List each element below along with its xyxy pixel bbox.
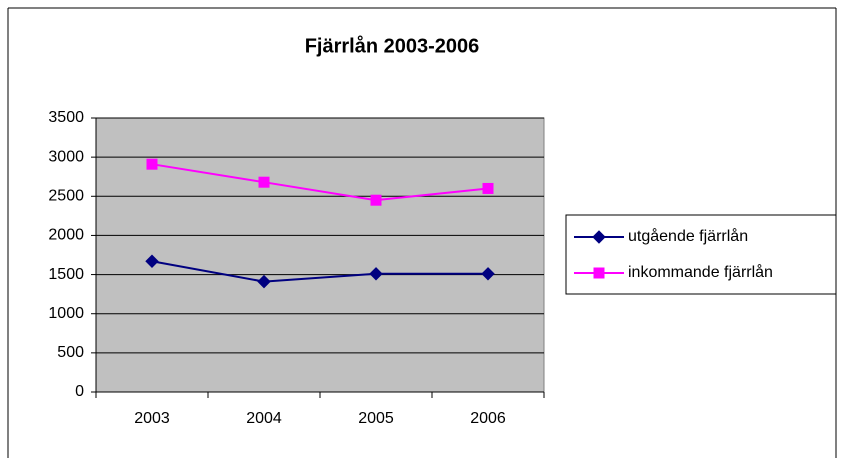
y-tick-label: 2500	[48, 188, 84, 205]
legend-label: inkommande fjärrlån	[628, 263, 773, 281]
series-line	[151, 260, 488, 283]
marker	[258, 176, 270, 188]
marker	[482, 182, 494, 194]
marker	[146, 158, 158, 170]
marker	[145, 254, 159, 268]
marker	[592, 230, 606, 244]
marker	[481, 267, 495, 281]
marker	[370, 194, 382, 206]
x-tick-label: 2003	[134, 410, 170, 427]
plot-area	[95, 117, 545, 393]
y-tick-label: 2000	[48, 227, 84, 244]
y-tick-label: 1000	[48, 305, 84, 322]
y-tick-label: 3000	[48, 148, 84, 165]
y-tick-label: 0	[75, 383, 84, 400]
y-tick-label: 3500	[48, 109, 84, 126]
x-tick-label: 2004	[246, 410, 282, 427]
y-tick-label: 1500	[48, 266, 84, 283]
marker	[257, 274, 271, 289]
marker	[593, 267, 605, 279]
y-tick-label: 500	[57, 344, 84, 361]
legend-label: utgående fjärrlån	[628, 227, 748, 245]
x-tick-label: 2006	[470, 410, 506, 427]
chart-title: Fjärrlån 2003-2006	[305, 34, 480, 57]
legend	[565, 214, 837, 295]
x-tick-label: 2005	[358, 410, 394, 427]
series-line	[151, 163, 489, 202]
marker	[369, 267, 383, 281]
